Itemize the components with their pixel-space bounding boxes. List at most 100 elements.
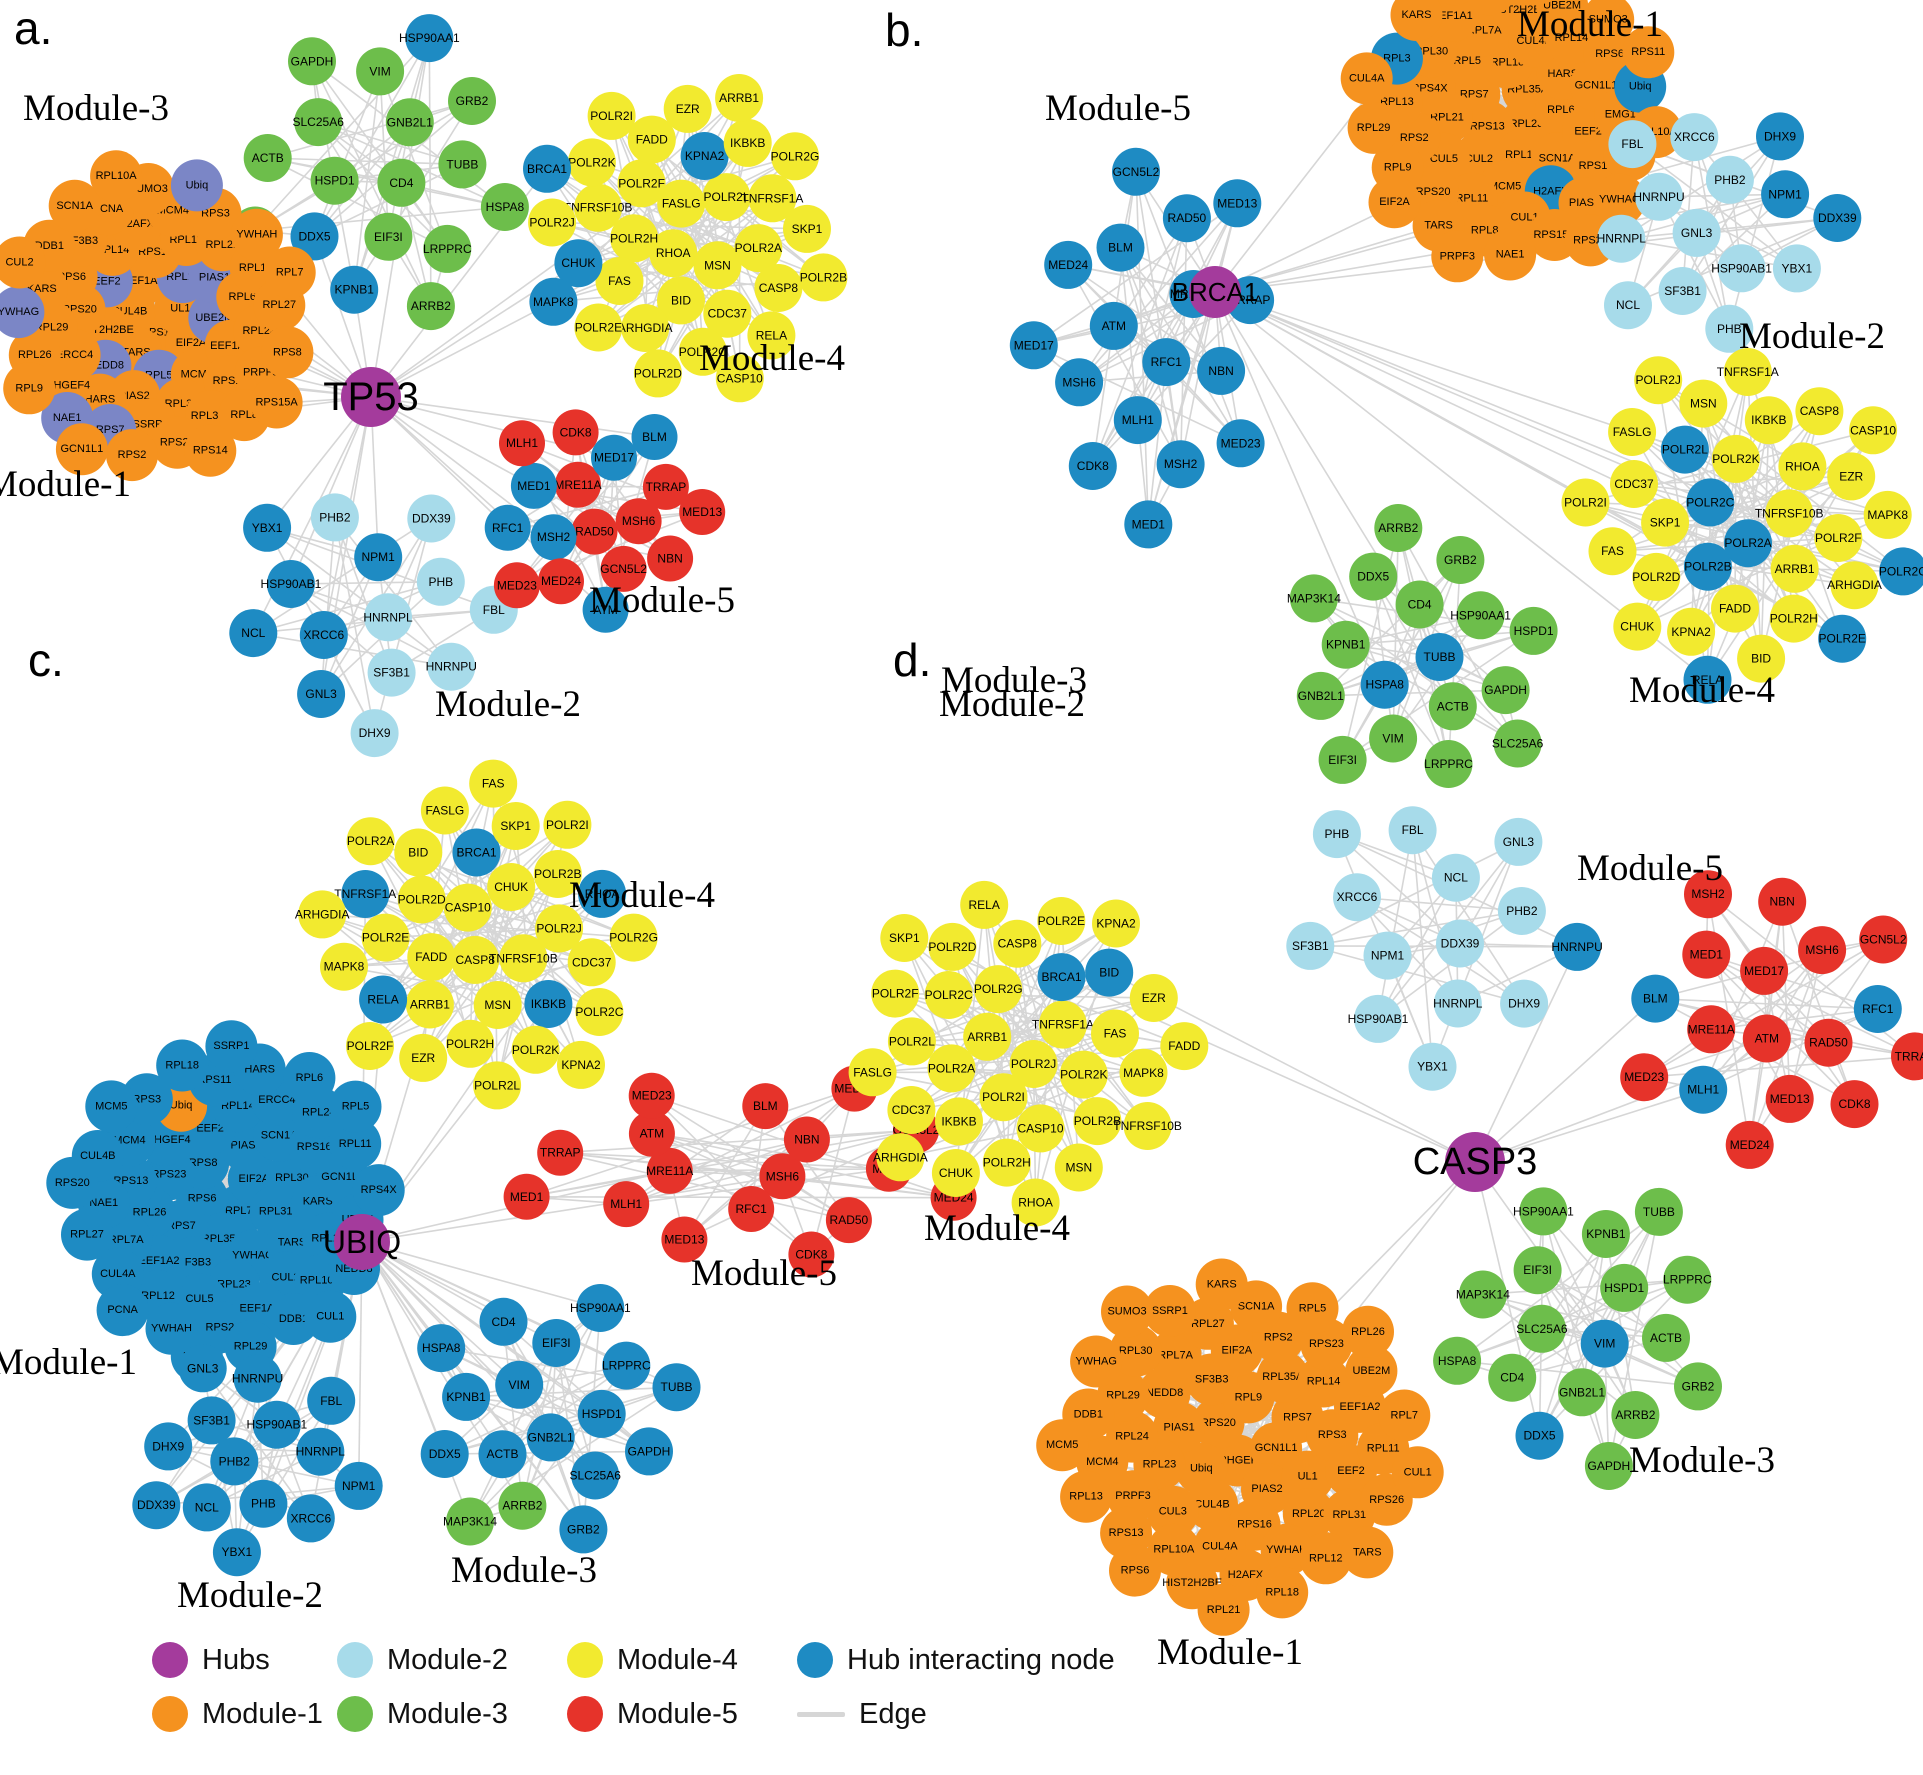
gene-node-label: CDK8 — [1838, 1097, 1870, 1111]
gene-node: KPNB1 — [1581, 1210, 1630, 1258]
gene-node-label: FADD — [1168, 1039, 1200, 1053]
gene-node-label: CUL1 — [1404, 1466, 1432, 1478]
gene-node: TUBB — [1415, 633, 1464, 681]
gene-node-label: CD4 — [1500, 1371, 1524, 1385]
gene-node: RPL7A — [1149, 1329, 1202, 1382]
gene-node-label: VIM — [369, 64, 390, 78]
gene-node: GNB2L1 — [385, 98, 434, 147]
gene-node-label: FASLG — [1613, 425, 1652, 439]
edge — [1320, 689, 1506, 697]
gene-node: POLR2E — [574, 303, 623, 352]
gene-node-label: POLR2A — [735, 241, 782, 255]
gene-node: YWHAH — [1260, 1523, 1313, 1576]
gene-node-label: YBX1 — [222, 1545, 253, 1559]
gene-node-label: GNB2L1 — [387, 115, 433, 129]
gene-node: MSH2 — [1156, 440, 1205, 489]
gene-node-label: SLC25A6 — [293, 115, 345, 129]
gene-node-label: SUMO3 — [1107, 1306, 1146, 1318]
gene-node-label: YWHAH — [236, 229, 277, 241]
gene-node: DDX39 — [132, 1481, 181, 1530]
module-label: Module-5 — [691, 1253, 837, 1294]
gene-node-label: RPS14 — [193, 445, 228, 457]
gene-node: ARRB2 — [1374, 504, 1423, 552]
gene-node-label: MED1 — [1132, 517, 1166, 531]
gene-node: ERCC4 — [1466, 0, 1514, 16]
gene-node-label: POLR2K — [568, 155, 615, 169]
gene-node: IKBKB — [524, 980, 573, 1028]
gene-node: SUMO3 — [1101, 1285, 1153, 1338]
gene-node-label: FADD — [415, 950, 447, 964]
gene-node-label: HSP90AB1 — [246, 1418, 307, 1432]
gene-node: GNL3 — [297, 670, 346, 718]
hub-label: UBIQ — [323, 1224, 401, 1260]
gene-node: RELA — [1683, 655, 1732, 704]
gene-node: SKP1 — [1641, 498, 1690, 547]
gene-node: ATM — [1742, 1014, 1791, 1063]
gene-node: GCN5L2 — [1112, 147, 1160, 196]
gene-node: GNL3 — [178, 1344, 227, 1393]
gene-node: TARS — [1341, 1526, 1394, 1579]
gene-node: POLR2B — [799, 253, 848, 302]
gene-node-label: H2AFX — [1228, 1569, 1264, 1581]
gene-node: SKP1 — [783, 204, 831, 253]
gene-node: PCNA — [96, 1284, 149, 1337]
gene-node-label: CASP10 — [717, 371, 763, 385]
edge — [1705, 953, 1829, 1044]
gene-node-label: NPM1 — [342, 1479, 376, 1493]
gene-node-label: MSH6 — [622, 514, 656, 528]
gene-node: RPL7 — [263, 246, 316, 299]
gene-node: FADD — [627, 115, 676, 164]
gene-node: TRRAP — [537, 1129, 584, 1176]
gene-node: CHUK — [931, 1149, 980, 1197]
legend-label: Edge — [859, 1697, 927, 1730]
panel-letter: c. — [28, 634, 64, 686]
gene-node: SSRP1 — [1143, 1285, 1196, 1337]
gene-node-label: CUL4A — [1202, 1540, 1238, 1552]
edge — [1781, 901, 1856, 1105]
gene-node-label: MED13 — [1770, 1092, 1810, 1106]
gene-node-label: MED23 — [632, 1089, 672, 1103]
gene-node: POLR2L — [887, 1017, 936, 1066]
gene-node: CDC37 — [567, 938, 616, 987]
gene-node: NPM1 — [1761, 170, 1810, 219]
legend-label: Module-2 — [387, 1643, 508, 1676]
gene-node-label: POLR2K — [1712, 452, 1759, 466]
gene-node-label: NPM1 — [1371, 949, 1405, 963]
gene-node-label: MRE11A — [1688, 1022, 1735, 1036]
gene-node-label: CASP10 — [445, 901, 491, 915]
gene-node-label: ACTB — [252, 151, 284, 165]
gene-node-label: RPS20 — [55, 1177, 90, 1189]
gene-node: CDK8 — [552, 409, 599, 456]
gene-node: DHX9 — [350, 709, 399, 758]
gene-node-label: RHOA — [585, 887, 620, 901]
gene-node: SSRP1 — [205, 1020, 258, 1073]
gene-node-label: MED23 — [1624, 1070, 1664, 1084]
gene-node: RPL30 — [1109, 1324, 1162, 1377]
gene-node: NAE1 — [1484, 228, 1537, 281]
gene-node: TNFRSF1A — [741, 174, 803, 223]
module-label: Module-3 — [23, 88, 169, 129]
gene-node-label: RPL10A — [96, 170, 138, 182]
gene-node-label: GRB2 — [1682, 1379, 1715, 1393]
gene-node: SKP1 — [491, 802, 540, 850]
gene-node: POLR2G — [1879, 547, 1923, 596]
gene-node-label: RPL30 — [275, 1172, 309, 1184]
gene-node: POLR2E — [1818, 614, 1867, 663]
gene-node-label: MED13 — [682, 505, 722, 519]
gene-node-label: ARHGDIA — [1827, 578, 1882, 592]
gene-node-label: RAD50 — [1809, 1036, 1848, 1050]
gene-node: NCL — [1604, 281, 1652, 330]
gene-node: POLR2B — [1683, 542, 1732, 591]
gene-node-label: HSPD1 — [1514, 624, 1554, 638]
gene-node-label: IKBKB — [730, 136, 765, 150]
gene-node-label: YWHAH — [151, 1323, 192, 1335]
hub-spoke-edge — [1474, 1088, 1704, 1163]
gene-node-label: BRCA1 — [456, 846, 496, 860]
module-label: Module-5 — [1045, 88, 1191, 129]
gene-node: CASP8 — [993, 919, 1042, 968]
edge — [651, 1132, 850, 1221]
edge — [266, 527, 452, 668]
edge — [1067, 264, 1182, 465]
gene-node-label: POLR2G — [974, 982, 1023, 996]
gene-node-label: RPL7A — [1158, 1349, 1194, 1361]
